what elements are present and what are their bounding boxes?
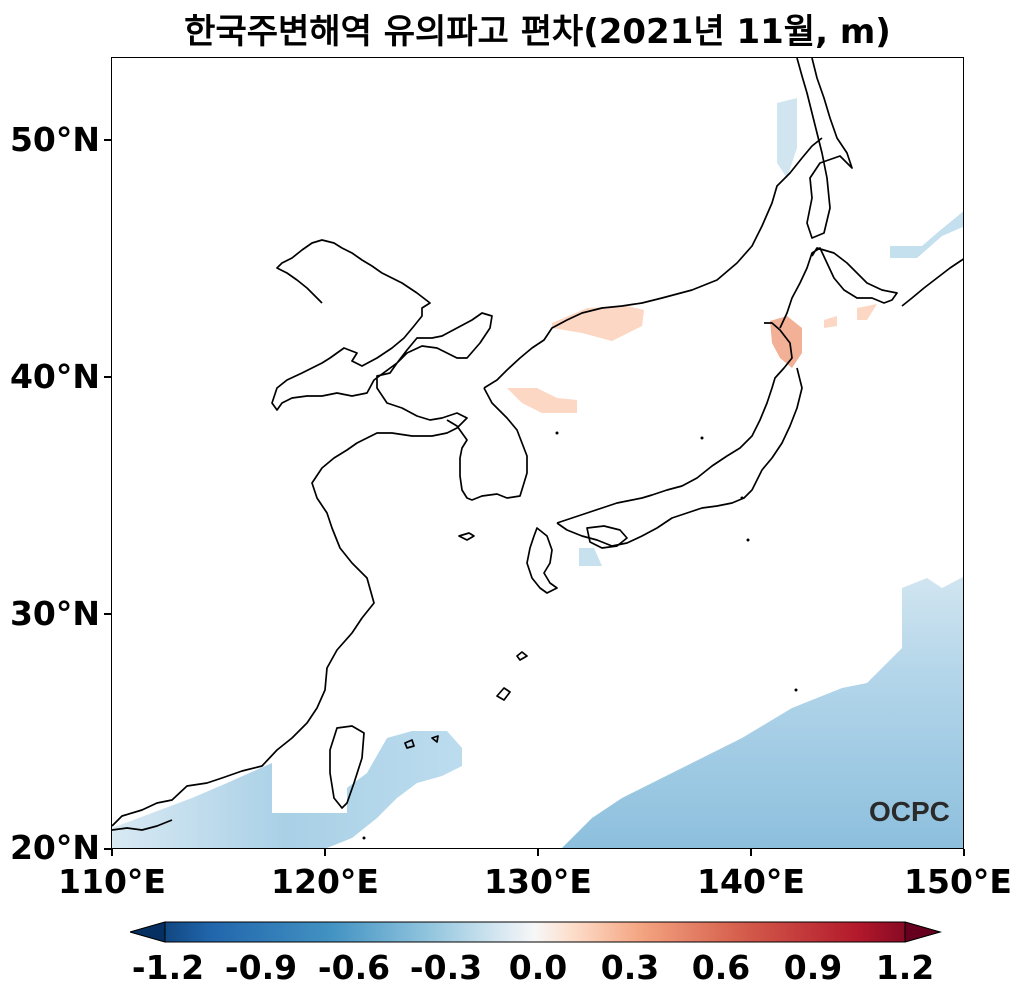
lon-label-120: 120°E [271, 862, 379, 901]
lon-label-110: 110°E [58, 862, 166, 901]
colorbar-tick-label: 1.2 [875, 948, 935, 987]
anomaly-south-china-sea [112, 731, 462, 848]
anomaly-korea-strait [579, 548, 602, 566]
colorbar-tick-label: -1.2 [131, 948, 205, 987]
colorbar-tick-label: -0.3 [409, 948, 483, 987]
lat-tick-20 [104, 848, 111, 850]
colorbar-tick-label: -0.9 [224, 948, 298, 987]
coast-hokkaido [779, 247, 898, 329]
coast-mainland [112, 239, 493, 827]
small-islands [362, 431, 798, 840]
coast-china-south [112, 819, 173, 831]
lon-tick-150 [963, 849, 965, 856]
colorbar-tick-label: 0.6 [691, 948, 751, 987]
lon-tick-110 [111, 849, 113, 856]
anomaly-okhotsk [777, 98, 797, 178]
map-panel [111, 57, 964, 849]
coastlines [112, 58, 963, 831]
ocpc-logo: OCPC [869, 796, 950, 827]
colorbar-tick-label: 0.0 [508, 948, 568, 987]
lon-label-150: 150°E [904, 862, 1012, 901]
coast-sakhalin [796, 58, 853, 239]
lat-tick-40 [104, 376, 111, 378]
lat-label-20: 20°N [9, 828, 100, 867]
coast-honshu [556, 322, 793, 524]
lat-tick-30 [104, 613, 111, 615]
anomaly-tsugaru [770, 316, 802, 368]
anomaly-pacific [562, 577, 963, 848]
map-title: 한국주변해역 유의파고 편차(2021년 11월, m) [184, 12, 891, 52]
coast-taiwan [329, 725, 365, 809]
lat-tick-50 [104, 139, 111, 141]
anomaly-east-korea-bay [552, 306, 644, 341]
colorbar [130, 921, 942, 943]
map-canvas [112, 58, 963, 848]
colorbar-tick-label: -0.6 [317, 948, 391, 987]
coast-jeju [458, 532, 475, 541]
lat-label-30: 30°N [9, 594, 100, 633]
colorbar-tick-label: 0.9 [783, 948, 843, 987]
coast-korea-west [446, 387, 528, 501]
lon-label-130: 130°E [484, 862, 592, 901]
coast-kuril [901, 258, 963, 307]
lon-tick-120 [324, 849, 326, 856]
lon-tick-130 [537, 849, 539, 856]
coast-honshu-south [556, 367, 803, 547]
lon-tick-140 [750, 849, 752, 856]
coast-korea [483, 137, 823, 389]
anomaly-hokkaido-east [824, 316, 837, 328]
lon-label-140: 140°E [697, 862, 805, 901]
colorbar-tick-label: 0.3 [600, 948, 660, 987]
anomaly-east-sea [507, 388, 577, 413]
lat-label-50: 50°N [9, 120, 100, 159]
anomaly-hokkaido-east2 [857, 304, 877, 320]
coast-kyushu [526, 527, 558, 594]
coast-shikoku [586, 525, 628, 549]
coast-ryukyu [404, 651, 528, 749]
lat-label-40: 40°N [9, 357, 100, 396]
anomaly-kuril [890, 211, 963, 258]
